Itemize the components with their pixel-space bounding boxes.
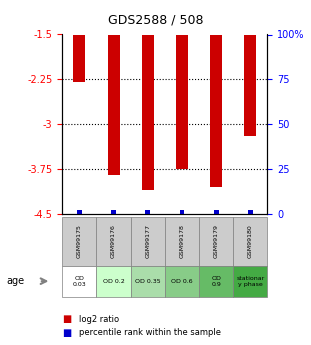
Text: GSM99179: GSM99179 [214, 225, 219, 258]
Text: GSM99178: GSM99178 [179, 225, 184, 258]
Bar [77, 210, 82, 214]
Text: OD 0.35: OD 0.35 [135, 279, 160, 284]
Text: log2 ratio: log2 ratio [79, 315, 119, 324]
Bar [244, 0, 256, 136]
Text: OD 0.2: OD 0.2 [103, 279, 124, 284]
Text: GDS2588 / 508: GDS2588 / 508 [108, 14, 203, 27]
Bar [179, 210, 184, 214]
Bar [176, 0, 188, 169]
Bar [214, 210, 219, 214]
Text: percentile rank within the sample: percentile rank within the sample [79, 328, 221, 337]
Text: stationar
y phase: stationar y phase [236, 276, 264, 287]
Bar [210, 0, 222, 187]
Bar [248, 210, 253, 214]
Bar [73, 0, 85, 82]
Text: GSM99176: GSM99176 [111, 225, 116, 258]
Text: GSM99177: GSM99177 [145, 225, 150, 258]
Text: ■: ■ [62, 314, 72, 324]
Text: OD
0.9: OD 0.9 [211, 276, 221, 287]
Bar [142, 0, 154, 190]
Text: GSM99175: GSM99175 [77, 225, 82, 258]
Text: OD 0.6: OD 0.6 [171, 279, 193, 284]
Bar [111, 210, 116, 214]
Text: GSM99180: GSM99180 [248, 225, 253, 258]
Text: age: age [6, 276, 24, 286]
Text: OD
0.03: OD 0.03 [72, 276, 86, 287]
Bar [108, 0, 119, 175]
Text: ■: ■ [62, 328, 72, 338]
Bar [145, 210, 150, 214]
